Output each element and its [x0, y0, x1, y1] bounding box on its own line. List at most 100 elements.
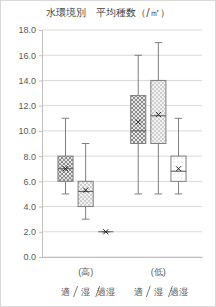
series-label: 過湿 — [97, 287, 115, 297]
grid-line — [42, 55, 202, 56]
y-tick-mark — [39, 232, 42, 233]
y-axis: 0.0 2.0 4.0 6.0 8.0 10.0 12.0 14.0 16.0 18.0 — [18, 25, 42, 262]
y-tick-mark — [39, 131, 42, 132]
y-tick-mark — [39, 106, 42, 107]
min-cap — [62, 193, 70, 194]
mean-marker — [103, 229, 108, 234]
y-tick-mark — [39, 55, 42, 56]
y-tick-label: 14.0 — [18, 76, 36, 86]
lower-whisker — [85, 207, 86, 220]
box — [171, 118, 186, 194]
y-tick: 8.0 — [23, 151, 42, 161]
box — [98, 229, 113, 234]
y-tick-label: 2.0 — [23, 227, 36, 237]
median — [171, 171, 186, 172]
lower-whisker — [65, 181, 66, 194]
y-tick-label: 16.0 — [18, 51, 36, 61]
y-tick: 6.0 — [23, 177, 42, 187]
x-tick-label: (高) — [78, 267, 93, 277]
grid-line — [42, 30, 202, 31]
y-tick: 14.0 — [18, 76, 42, 86]
mean-marker — [156, 112, 161, 117]
median — [131, 130, 146, 131]
upper-whisker — [85, 144, 86, 182]
separator — [146, 286, 150, 297]
grid — [42, 30, 202, 257]
chart: 水環境別 平均種数（/㎡） 0.0 2.0 4.0 6.0 8.0 10.0 12.0 14.0… — [0, 0, 216, 307]
y-tick-label: 8.0 — [23, 151, 36, 161]
median — [151, 115, 166, 116]
y-tick-mark — [39, 156, 42, 157]
min-cap — [82, 219, 90, 220]
mean-marker — [136, 120, 141, 125]
y-tick-label: 4.0 — [23, 202, 36, 212]
max-cap — [175, 118, 183, 119]
grid-line — [42, 206, 202, 207]
series-label: 湿 — [154, 287, 163, 297]
y-tick: 0.0 — [23, 252, 42, 262]
box-body — [58, 156, 73, 181]
series-label: 過湿 — [170, 287, 188, 297]
y-tick: 10.0 — [18, 126, 42, 136]
y-tick-label: 10.0 — [18, 126, 36, 136]
upper-whisker — [178, 118, 179, 156]
lower-whisker — [178, 181, 179, 194]
mean-marker — [63, 166, 68, 171]
mean-marker — [83, 188, 88, 193]
upper-whisker — [65, 118, 66, 156]
upper-whisker — [138, 55, 139, 95]
mean-marker — [176, 166, 181, 171]
y-tick-mark — [39, 181, 42, 182]
x-axis-line — [43, 257, 203, 258]
series-label: 湿 — [81, 287, 90, 297]
y-tick-label: 0.0 — [23, 252, 36, 262]
y-tick: 2.0 — [23, 227, 42, 237]
series-label: 適 — [61, 287, 70, 297]
y-tick-mark — [39, 207, 42, 208]
boxes — [58, 43, 186, 235]
box-body — [78, 181, 93, 206]
y-tick: 4.0 — [23, 202, 42, 212]
box — [131, 55, 146, 194]
box — [151, 43, 166, 194]
y-tick: 12.0 — [18, 101, 42, 111]
median — [78, 191, 93, 192]
chart-border — [1, 1, 216, 307]
y-tick-mark — [39, 80, 42, 81]
grid-line — [42, 257, 202, 258]
box — [78, 144, 93, 220]
grid-line — [42, 80, 202, 81]
grid-line — [42, 130, 202, 131]
x-tick: (低) — [151, 257, 166, 277]
title: 水環境別 平均種数（/㎡） — [46, 7, 169, 18]
y-tick-label: 6.0 — [23, 177, 36, 187]
max-cap — [82, 143, 90, 144]
max-cap — [155, 42, 163, 43]
box-body — [171, 156, 186, 181]
box-body — [151, 80, 166, 143]
y-tick-label: 18.0 — [18, 25, 36, 35]
y-tick: 18.0 — [18, 25, 42, 35]
max-cap — [134, 55, 142, 56]
x-axis: (高) (低) — [43, 257, 203, 277]
y-tick-mark — [39, 30, 42, 31]
y-tick-label: 12.0 — [18, 101, 36, 111]
min-cap — [134, 193, 142, 194]
max-cap — [62, 118, 70, 119]
min-cap — [155, 193, 163, 194]
separator — [74, 286, 78, 297]
y-axis-line — [39, 31, 43, 258]
min-cap — [175, 193, 183, 194]
grid-line — [42, 105, 202, 106]
y-tick: 16.0 — [18, 51, 42, 61]
box — [58, 118, 73, 194]
x-tick: (高) — [78, 257, 93, 277]
upper-whisker — [158, 43, 159, 81]
y-tick-mark — [39, 257, 42, 258]
series-label: 適 — [134, 287, 143, 297]
series-labels: 適湿過湿適湿過湿 — [61, 286, 188, 297]
x-tick-label: (低) — [151, 267, 166, 277]
lower-whisker — [138, 144, 139, 194]
box-body — [131, 96, 146, 144]
grid-line — [42, 231, 202, 232]
